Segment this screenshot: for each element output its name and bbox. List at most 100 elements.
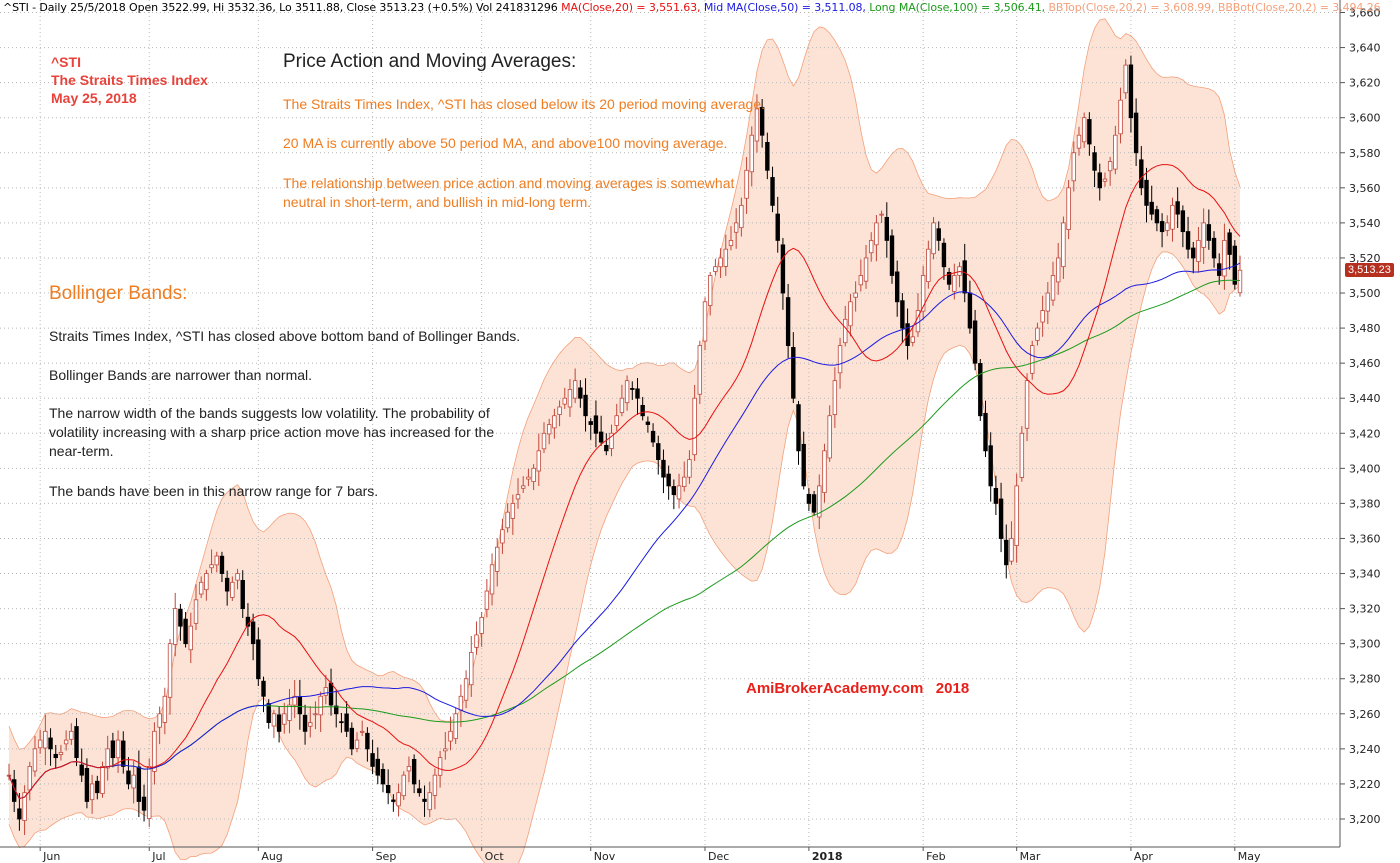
candle-body-160 [837,345,843,374]
y-tick-label-16: 3,520 [1349,252,1381,265]
candle-body-218 [1139,159,1144,189]
watermark: AmiBrokerAcademy.com 2018 [746,680,970,697]
candle-body-219 [1144,179,1149,206]
candle-body-194 [1014,485,1019,546]
y-tick-label-4: 3,280 [1349,673,1381,686]
candle-body-19 [105,748,110,769]
y-tick-label-21: 3,620 [1349,77,1381,90]
header-ma50: Mid MA(Close,50) = 3,511.08, [703,1,870,14]
candle-body-126 [661,459,666,478]
candle-body-182 [952,275,957,292]
last-price-tag: 3,513.23 [1345,263,1394,277]
y-tick-label-22: 3,640 [1349,42,1381,55]
candle-body-230 [1201,222,1206,248]
candle-body-223 [1165,222,1170,231]
candle-body-221 [1154,209,1160,224]
candle-body-86 [453,713,458,739]
candle-body-83 [437,757,443,776]
candle-body-189 [988,445,993,487]
candle-body-7 [43,730,48,749]
candle-body-22 [121,740,126,767]
candle-body-222 [1159,221,1165,233]
bb-paragraph-4: The bands have been in this narrow range… [49,483,379,499]
candle-body-76 [401,774,406,797]
candle-body-18 [100,766,105,794]
y-tick-label-6: 3,320 [1349,603,1381,616]
candle-body-109 [572,380,578,399]
candle-body-206 [1076,134,1082,149]
candle-body-129 [676,485,682,500]
candle-body-135 [708,275,713,306]
candle-body-107 [562,397,567,405]
candle-body-127 [666,473,671,487]
y-tick-label-23: 3,660 [1349,7,1381,20]
title-block: ^STI The Straits Times Index May 25, 201… [51,53,208,107]
candle-body-179 [936,228,941,241]
candle-body-137 [718,257,723,268]
candle-body-159 [832,380,838,416]
candle-body-38 [204,573,209,591]
candle-body-211 [1102,178,1108,182]
candle-body-87 [458,695,464,711]
candle-body-191 [998,498,1004,539]
candle-body-2 [17,808,22,820]
candle-body-32 [173,608,178,645]
candle-body-33 [178,608,183,627]
bb-paragraph-1: Straits Times Index, ^STI has closed abo… [49,328,521,344]
candle-body-188 [983,412,988,452]
candle-body-77 [406,766,412,772]
candle-body-60 [318,695,323,716]
candle-body-185 [967,292,973,329]
candle-body-204 [1066,187,1071,230]
candle-body-45 [240,579,245,610]
candle-body-201 [1050,275,1056,301]
candle-body-44 [235,573,240,581]
candle-body-146 [765,141,770,171]
candle-body-145 [759,106,765,136]
candle-body-165 [863,257,869,282]
candle-body-171 [894,271,900,303]
header-ma20: MA(Close,20) = 3,551.63, [561,1,704,14]
candle-body-98 [515,494,521,500]
candle-body-140 [733,222,739,233]
candle-body-217 [1133,112,1139,154]
bollinger-top-line [8,18,1241,750]
candle-body-47 [250,621,256,645]
bollinger-bottom-line [8,251,1241,863]
candle-body-93 [489,564,495,595]
candle-body-214 [1118,99,1123,135]
header-prefix: ^STI - Daily 25/5/2018 Open 3522.99, Hi … [3,1,562,14]
candle-body-58 [308,722,313,727]
candle-body-23 [126,770,131,785]
candle-body-42 [224,577,230,592]
x-tick-label-2: Aug [261,850,282,863]
candle-body-183 [957,266,962,276]
x-tick-label-5: Nov [594,850,616,863]
candle-body-72 [380,768,386,785]
candle-body-90 [474,634,479,648]
candle-body-172 [900,300,905,329]
candle-body-53 [282,713,287,725]
ma-paragraph-3: The relationship between price action an… [283,175,735,210]
candle-body-61 [323,687,329,696]
candle-body-121 [635,388,640,399]
candle-body-136 [713,266,718,272]
bb-paragraph-3: The narrow width of the bands suggests l… [49,405,495,459]
candle-body-203 [1061,222,1066,268]
y-tick-label-9: 3,380 [1349,497,1381,510]
candle-body-31 [167,643,173,698]
candle-body-4 [27,766,32,791]
candle-body-70 [370,753,375,767]
candle-body-162 [848,301,853,327]
candle-body-21 [115,739,121,759]
candle-body-84 [443,748,448,752]
chart-date: May 25, 2018 [51,90,137,106]
y-tick-label-18: 3,560 [1349,182,1381,195]
candle-body-228 [1191,247,1196,259]
candle-body-157 [822,450,827,493]
header-ma100: Long MA(Close,100) = 3,506.41, [869,1,1049,14]
candle-body-100 [526,476,531,480]
candle-body-29 [157,713,162,728]
candle-body-125 [656,443,661,460]
